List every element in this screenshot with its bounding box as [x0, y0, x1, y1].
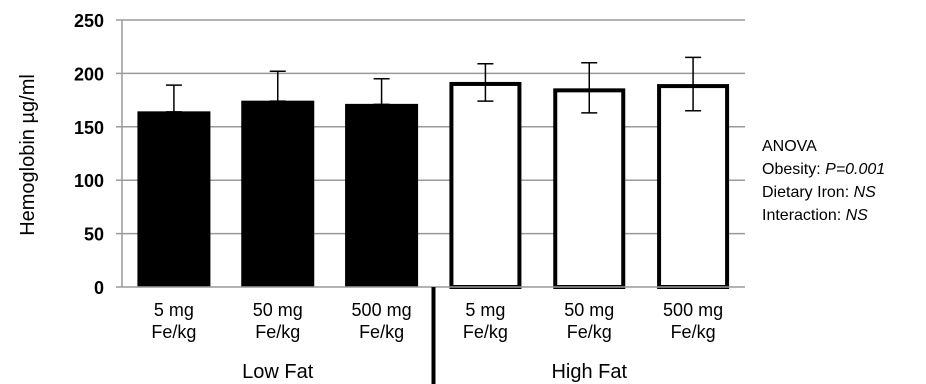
- x-category-label: 5 mg: [154, 300, 194, 320]
- bar: [657, 84, 730, 289]
- x-category-label: 500 mg: [663, 300, 723, 320]
- group-label: High Fat: [551, 361, 627, 383]
- anova-annotation: ANOVA Obesity: P=0.001 Dietary Iron: NS …: [762, 138, 885, 224]
- y-tick-label: 100: [74, 171, 104, 191]
- error-bars: [165, 56, 702, 114]
- x-category-label: Fe/kg: [567, 322, 612, 342]
- anova-dietary-iron: Dietary Iron: NS: [762, 184, 876, 201]
- anova-interaction: Interaction: NS: [762, 207, 868, 224]
- x-category-label: 50 mg: [253, 300, 303, 320]
- x-category-label: Fe/kg: [359, 322, 404, 342]
- bar: [137, 111, 211, 288]
- y-tick-labels: 0 50 100 150 200 250: [74, 11, 104, 298]
- x-category-label: Fe/kg: [463, 322, 508, 342]
- x-category-label: Fe/kg: [671, 322, 716, 342]
- x-category-label: 5 mg: [465, 300, 505, 320]
- x-category-label: 500 mg: [352, 300, 412, 320]
- anova-title: ANOVA: [762, 138, 817, 155]
- group-label: Low Fat: [242, 361, 314, 383]
- x-category-label: Fe/kg: [255, 322, 300, 342]
- bar: [241, 100, 315, 288]
- bar: [553, 88, 626, 289]
- y-axis-label: Hemoglobin µg/ml: [17, 74, 39, 236]
- group-labels: Low Fat High Fat: [242, 287, 627, 384]
- x-category-label: Fe/kg: [151, 322, 196, 342]
- y-tick-label: 150: [74, 118, 104, 138]
- anova-obesity: Obesity: P=0.001: [762, 161, 885, 178]
- y-tick-label: 200: [74, 64, 104, 84]
- y-tick-label: 250: [74, 11, 104, 31]
- bar: [345, 103, 419, 288]
- x-category-label: 50 mg: [564, 300, 614, 320]
- bar: [449, 81, 522, 289]
- bars: [137, 81, 730, 289]
- y-tick-label: 50: [84, 225, 104, 245]
- y-tick-label: 0: [94, 278, 104, 298]
- grid-lines: [122, 19, 745, 235]
